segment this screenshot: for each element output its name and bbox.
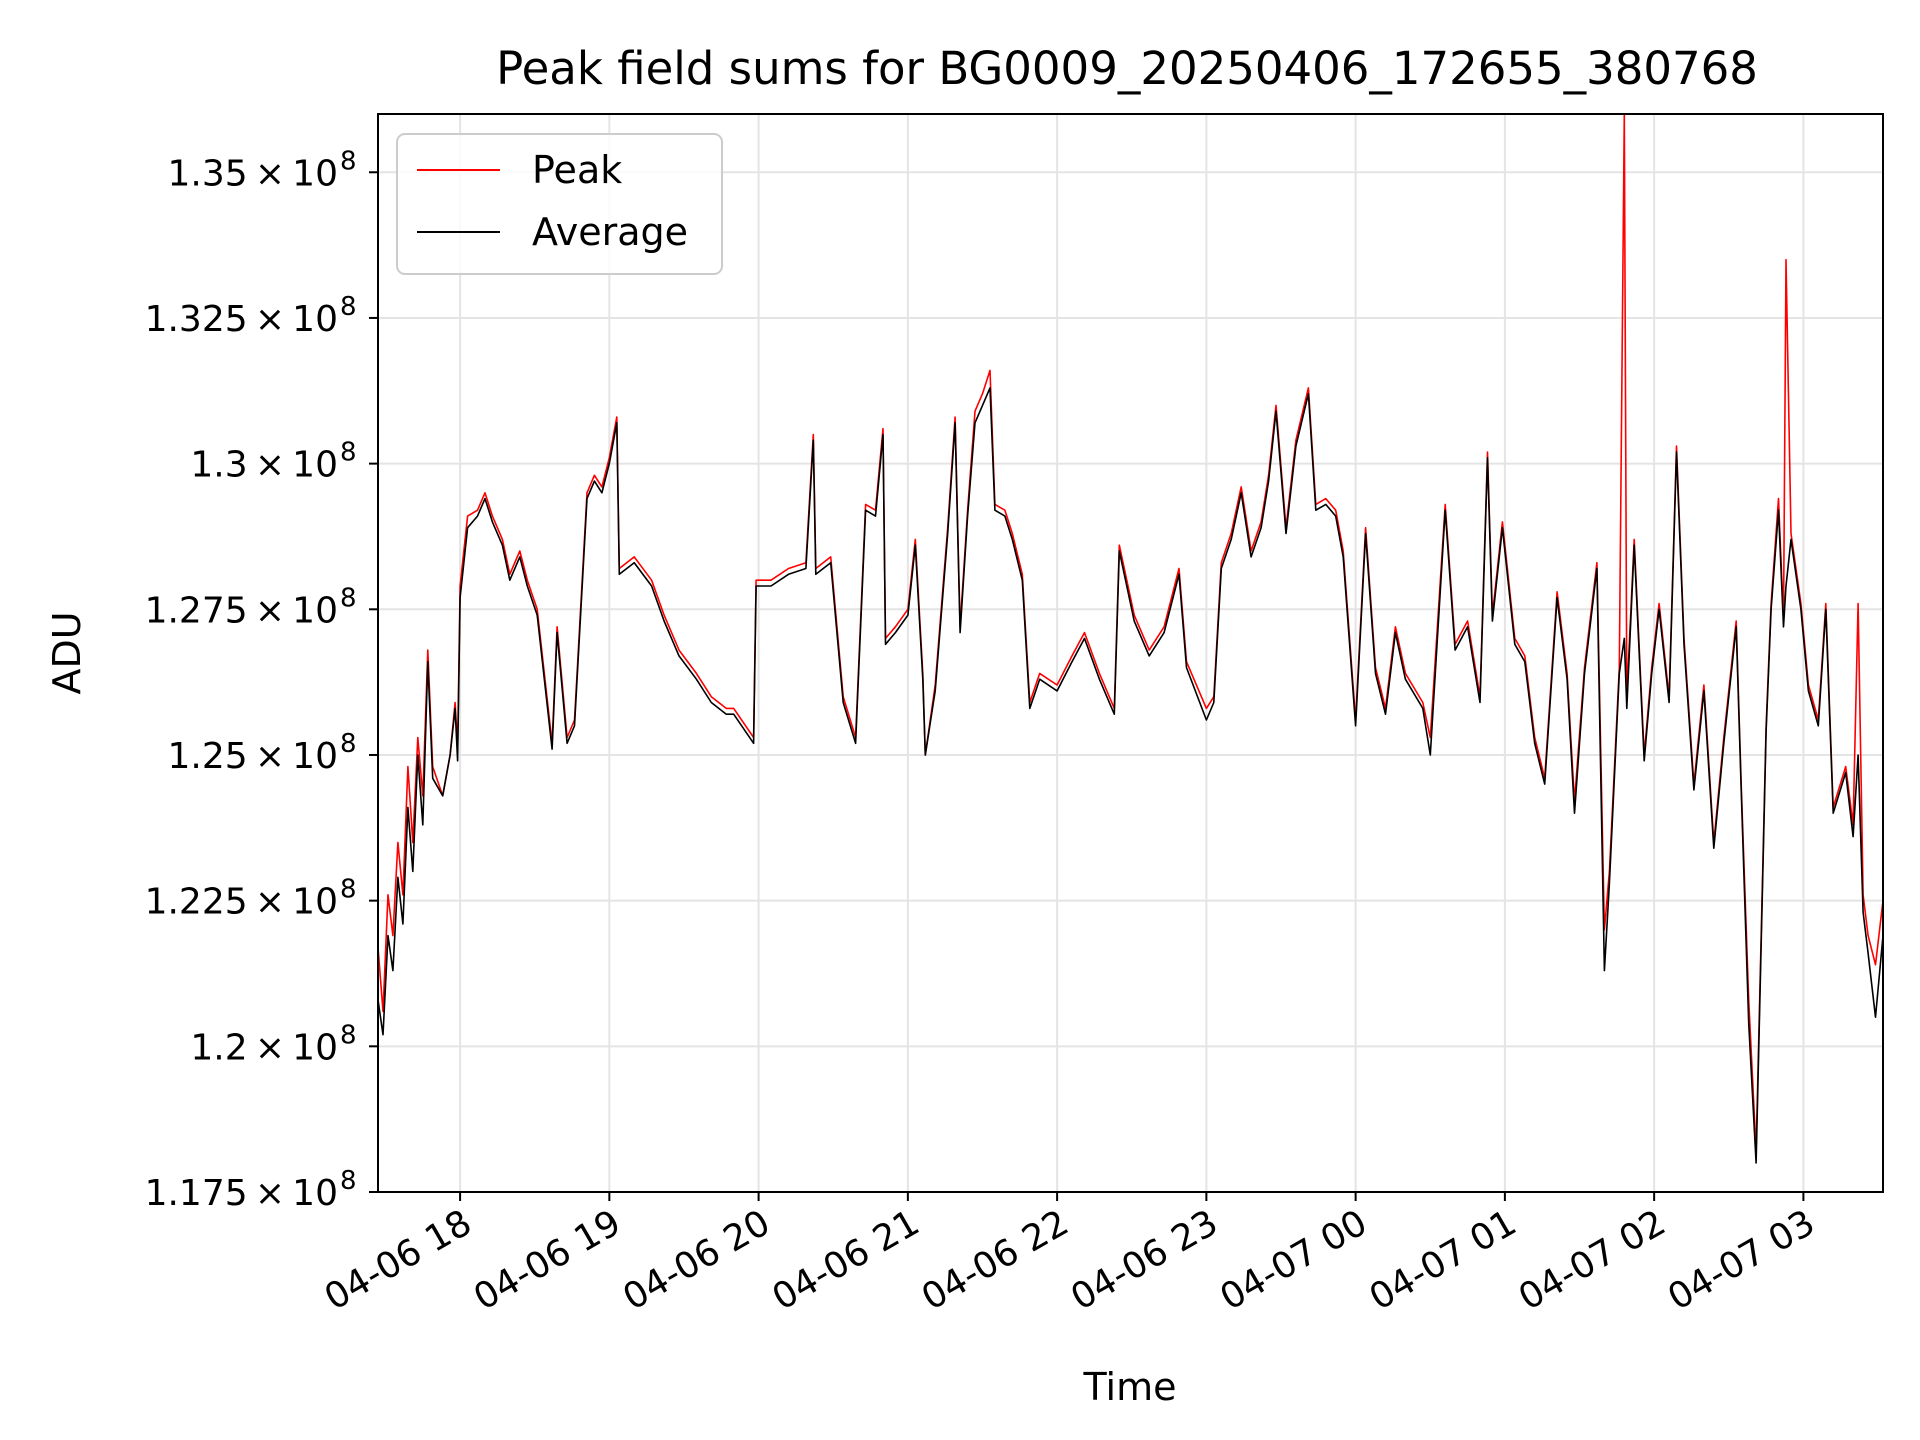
y-tick-exponent: 8 xyxy=(340,1166,357,1196)
y-tick-label: 1.225 × 10 xyxy=(145,882,338,923)
y-tick-label: 1.175 × 10 xyxy=(145,1173,338,1214)
legend: Peak Average xyxy=(396,133,723,275)
y-tick-exponent: 8 xyxy=(340,438,357,468)
y-tick-label: 1.25 × 10 xyxy=(167,736,338,777)
chart-title: Peak field sums for BG0009_20250406_1726… xyxy=(496,42,1758,95)
grid xyxy=(378,114,1883,1192)
y-tick-exponent: 8 xyxy=(340,729,357,759)
x-axis-label: Time xyxy=(1083,1365,1177,1409)
legend-label-average: Average xyxy=(532,210,688,254)
y-tick-label: 1.35 × 10 xyxy=(167,153,338,194)
y-tick-label: 1.325 × 10 xyxy=(145,299,338,340)
series-group xyxy=(377,113,1884,1164)
y-tick-label: 1.2 × 10 xyxy=(190,1027,338,1068)
y-tick-label: 1.3 × 10 xyxy=(190,445,338,486)
y-tick-exponent: 8 xyxy=(340,875,357,905)
y-tick-exponent: 8 xyxy=(340,583,357,613)
y-axis-label: ADU xyxy=(45,611,89,694)
plot-frame xyxy=(377,113,1884,1193)
series-line-average xyxy=(377,387,1884,1164)
y-tick-label: 1.275 × 10 xyxy=(145,590,338,631)
y-tick-exponent: 8 xyxy=(340,292,357,322)
legend-label-peak: Peak xyxy=(532,148,622,192)
y-tick-exponent: 8 xyxy=(340,1020,357,1050)
y-tick-exponent: 8 xyxy=(340,146,357,176)
y-axis-ticks: 1.175 × 10 81.2 × 10 81.225 × 10 81.25 × 10… xyxy=(145,146,378,1214)
